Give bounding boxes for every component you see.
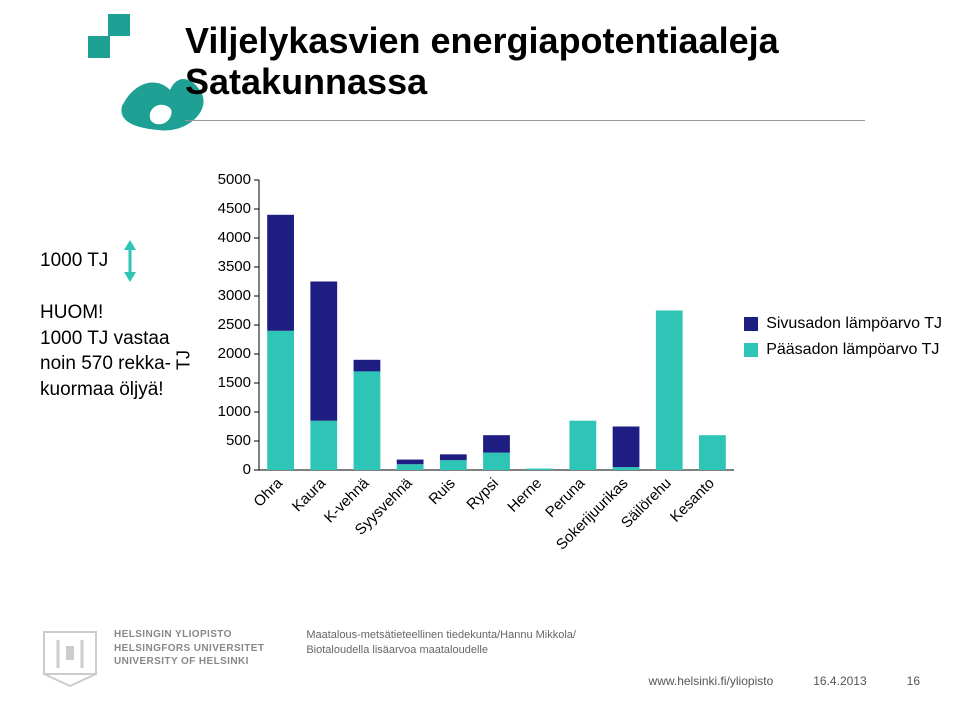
x-tick-label: Kaura bbox=[289, 474, 330, 515]
title-line-2: Satakunnassa bbox=[185, 61, 779, 102]
side-note-b2: noin 570 rekka- bbox=[40, 351, 185, 377]
bar-side bbox=[310, 282, 337, 421]
bar-main bbox=[267, 331, 294, 470]
bar-main bbox=[699, 435, 726, 470]
y-axis-title: TJ bbox=[174, 350, 195, 370]
footer-credit-2: Biotaloudella lisäarvoa maataloudelle bbox=[306, 643, 576, 658]
bar-side bbox=[267, 215, 294, 331]
y-tick-label: 3500 bbox=[218, 258, 251, 275]
side-note-b1: 1000 TJ vastaa bbox=[40, 326, 185, 352]
bar-side bbox=[483, 435, 510, 452]
side-note-huom: HUOM! bbox=[40, 300, 185, 326]
bar-main bbox=[526, 469, 553, 470]
y-tick-label: 3000 bbox=[218, 287, 251, 304]
footer-uni-3: UNIVERSITY OF HELSINKI bbox=[114, 655, 264, 669]
footer-left: HELSINGIN YLIOPISTO HELSINGFORS UNIVERSI… bbox=[40, 628, 576, 688]
x-tick-label: Ohra bbox=[250, 474, 286, 510]
legend-label-main: Pääsadon lämpöarvo TJ bbox=[766, 341, 939, 359]
x-tick-label: Ruis bbox=[426, 475, 459, 508]
chart-svg: 0500100015002000250030003500400045005000… bbox=[214, 180, 734, 580]
side-note-b3: kuormaa öljyä! bbox=[40, 377, 185, 403]
footer-uni-1: HELSINGIN YLIOPISTO bbox=[114, 628, 264, 642]
bar-main bbox=[397, 464, 424, 470]
footer-date: 16.4.2013 bbox=[813, 674, 866, 688]
bar-main bbox=[354, 371, 381, 470]
y-tick-label: 5000 bbox=[218, 171, 251, 188]
university-logo-icon bbox=[40, 628, 100, 688]
x-tick-label: Herne bbox=[504, 475, 545, 516]
bar-main bbox=[483, 453, 510, 470]
y-tick-label: 4000 bbox=[218, 229, 251, 246]
footer-credit-1: Maatalous-metsätieteellinen tiedekunta/H… bbox=[306, 628, 576, 643]
y-tick-label: 1500 bbox=[218, 374, 251, 391]
footer-url: www.helsinki.fi/yliopisto bbox=[649, 674, 774, 688]
y-tick-label: 500 bbox=[226, 432, 251, 449]
bar-main bbox=[656, 311, 683, 471]
bar-side bbox=[354, 360, 381, 372]
bar-side bbox=[613, 427, 640, 468]
bar-main bbox=[569, 421, 596, 470]
bar-main bbox=[613, 467, 640, 470]
double-arrow-icon bbox=[122, 240, 138, 282]
footer-page: 16 bbox=[907, 674, 920, 688]
side-note: 1000 TJ HUOM! 1000 TJ vastaa noin 570 re… bbox=[40, 240, 185, 403]
footer-uni-2: HELSINGFORS UNIVERSITET bbox=[114, 642, 264, 656]
title-line-1: Viljelykasvien energiapotentiaaleja bbox=[185, 20, 779, 61]
bar-main bbox=[310, 421, 337, 470]
title-rule bbox=[185, 120, 865, 121]
y-tick-label: 2000 bbox=[218, 345, 251, 362]
bar-side bbox=[397, 460, 424, 465]
page-title: Viljelykasvien energiapotentiaaleja Sata… bbox=[185, 20, 779, 103]
x-tick-label: Rypsi bbox=[463, 475, 502, 514]
legend: Sivusadon lämpöarvo TJ Pääsadon lämpöarv… bbox=[744, 315, 942, 367]
side-note-top: 1000 TJ bbox=[40, 248, 108, 274]
bar-side bbox=[440, 454, 467, 460]
bar-chart: TJ 0500100015002000250030003500400045005… bbox=[180, 180, 740, 540]
legend-label-side: Sivusadon lämpöarvo TJ bbox=[766, 315, 942, 333]
legend-swatch-main bbox=[744, 343, 758, 357]
footer-right: www.helsinki.fi/yliopisto 16.4.2013 16 bbox=[649, 674, 920, 688]
bar-main bbox=[440, 460, 467, 470]
x-tick-label: Kesanto bbox=[667, 475, 718, 526]
y-tick-label: 0 bbox=[243, 461, 251, 478]
y-tick-label: 4500 bbox=[218, 200, 251, 217]
legend-swatch-side bbox=[744, 317, 758, 331]
y-tick-label: 1000 bbox=[218, 403, 251, 420]
y-tick-label: 2500 bbox=[218, 316, 251, 333]
